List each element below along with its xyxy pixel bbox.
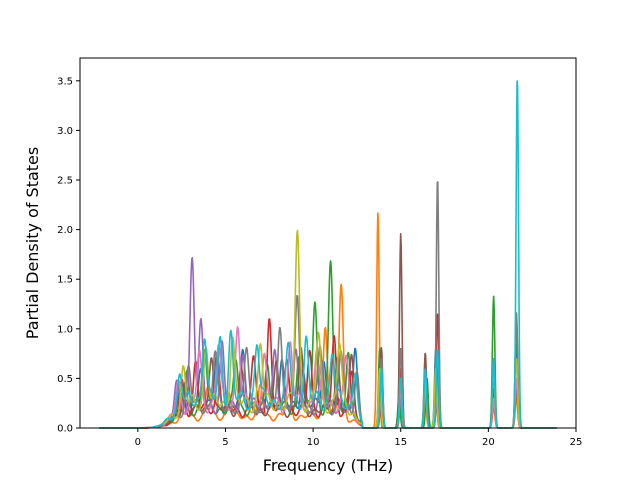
- x-axis-label: Frequency (THz): [263, 456, 393, 475]
- y-tick-label: 0.5: [57, 374, 73, 385]
- y-axis-ticks: 0.0 0.5 1.0 1.5 2.0 2.5 3.0 3.5: [57, 76, 80, 435]
- y-tick-label: 0.0: [57, 424, 73, 435]
- x-axis-ticks: 0 5 10 15 20 25: [135, 428, 583, 448]
- y-axis-label: Partial Density of States: [23, 147, 42, 339]
- y-tick-label: 3.0: [57, 126, 73, 137]
- x-tick-label: 15: [394, 437, 407, 448]
- y-tick-label: 1.0: [57, 324, 73, 335]
- y-tick-label: 2.0: [57, 225, 73, 236]
- y-tick-label: 3.5: [57, 76, 73, 87]
- x-tick-label: 10: [307, 437, 320, 448]
- x-tick-label: 5: [222, 437, 228, 448]
- plot-frame: [79, 57, 577, 429]
- x-tick-label: 25: [570, 437, 583, 448]
- y-tick-label: 1.5: [57, 275, 73, 286]
- y-tick-label: 2.5: [57, 176, 73, 187]
- x-tick-label: 0: [135, 437, 141, 448]
- x-tick-label: 20: [482, 437, 495, 448]
